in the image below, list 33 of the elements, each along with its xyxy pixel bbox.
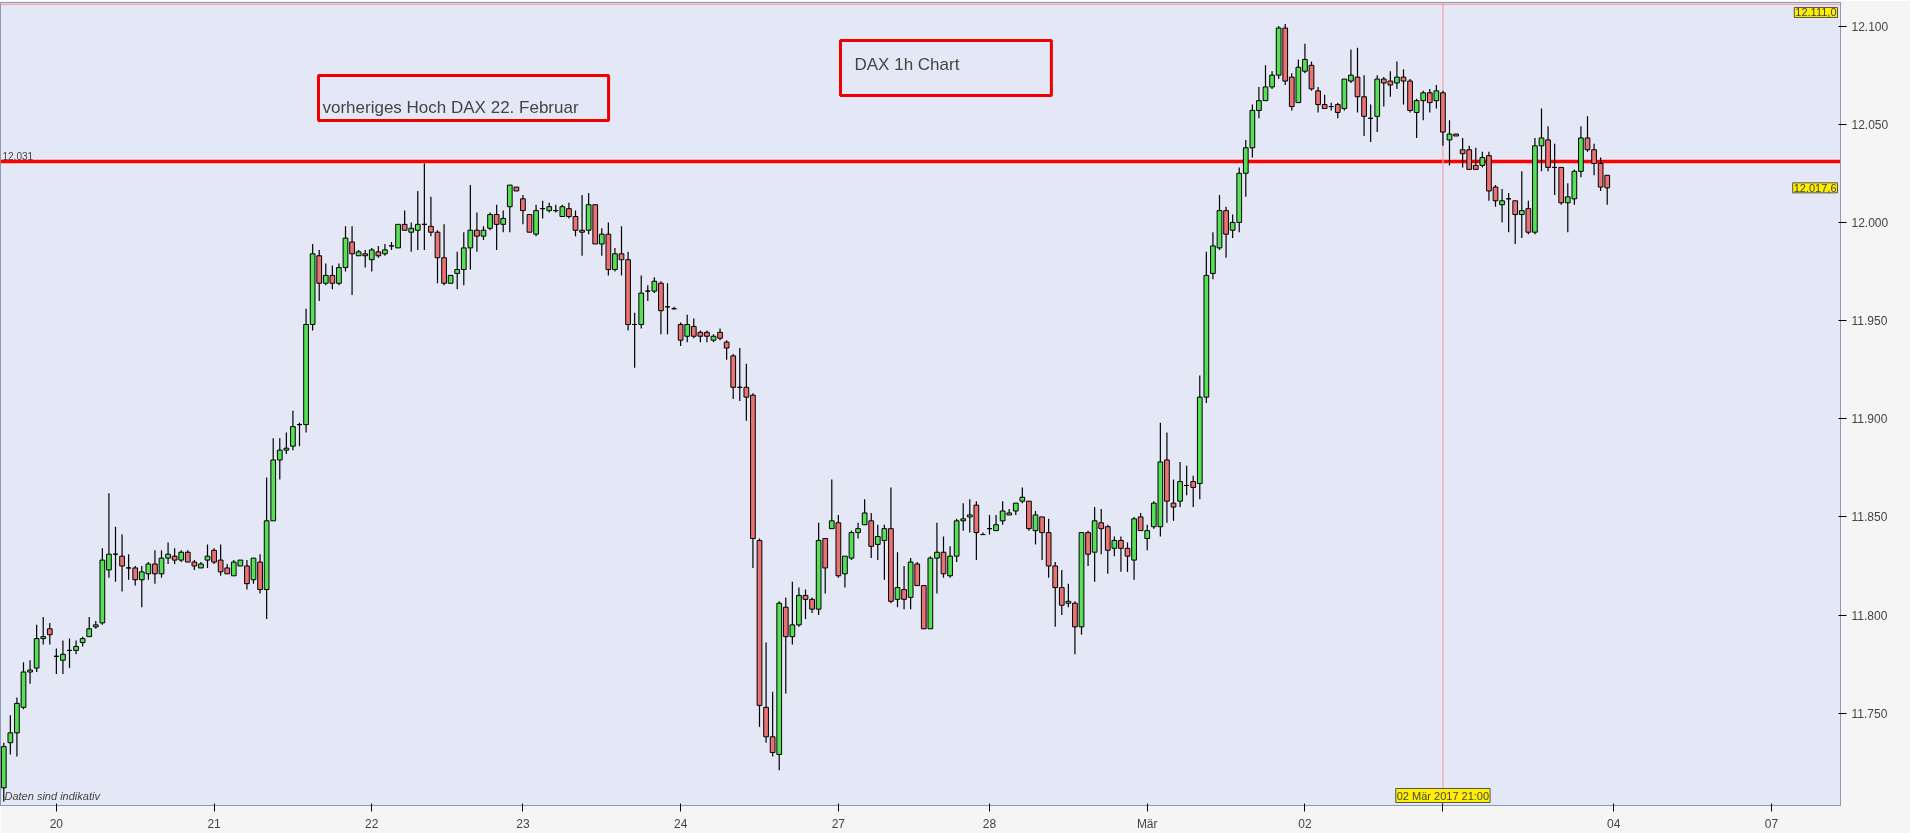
y-tick-label: 11.850 xyxy=(1851,510,1888,525)
y-tick-label: 12.050 xyxy=(1851,117,1889,132)
x-tick-label: 02 xyxy=(1298,816,1312,831)
candlestick xyxy=(290,410,296,451)
x-tick-label: 21 xyxy=(207,816,222,831)
x-tick-label: 23 xyxy=(516,816,530,831)
y-tick-label: 11.950 xyxy=(1851,314,1888,329)
x-tick-label: 04 xyxy=(1607,816,1621,831)
x-tick-label: Mär xyxy=(1136,816,1158,831)
candlestick xyxy=(86,616,93,638)
ref-line-label: 12.031 xyxy=(2,150,34,162)
candlestick xyxy=(723,339,730,361)
x-tick-label: 27 xyxy=(831,816,846,831)
x-tick-label: 20 xyxy=(49,816,64,831)
x-tick-label: 07 xyxy=(1764,816,1779,831)
y-tick-label: 12.000 xyxy=(1851,215,1889,230)
x-tick-label: 22 xyxy=(365,816,379,831)
candlestick xyxy=(46,622,53,646)
text: DAX 1h Chart xyxy=(854,54,960,74)
candlestick xyxy=(119,533,125,593)
x-tick-label: 24 xyxy=(673,816,688,831)
y-tick-label: 11.800 xyxy=(1851,608,1888,623)
x-tick-label: 02 Mär 2017 21:00 xyxy=(1396,789,1490,802)
y-tick-label: 11.750 xyxy=(1851,706,1888,721)
annotation: 12.017,6 xyxy=(1793,181,1837,194)
ref-line-label: 12.111,0 xyxy=(1795,6,1837,19)
x-tick-label: 28 xyxy=(982,816,997,831)
annotation: vorheriges Hoch DAX 22. Februar xyxy=(322,97,579,117)
y-tick-label: 11.900 xyxy=(1851,412,1888,427)
annotation: Daten sind indikativ xyxy=(4,789,102,802)
y-tick-label: 12.100 xyxy=(1851,19,1889,34)
candlestick xyxy=(520,194,526,225)
candlestick xyxy=(1170,478,1177,522)
